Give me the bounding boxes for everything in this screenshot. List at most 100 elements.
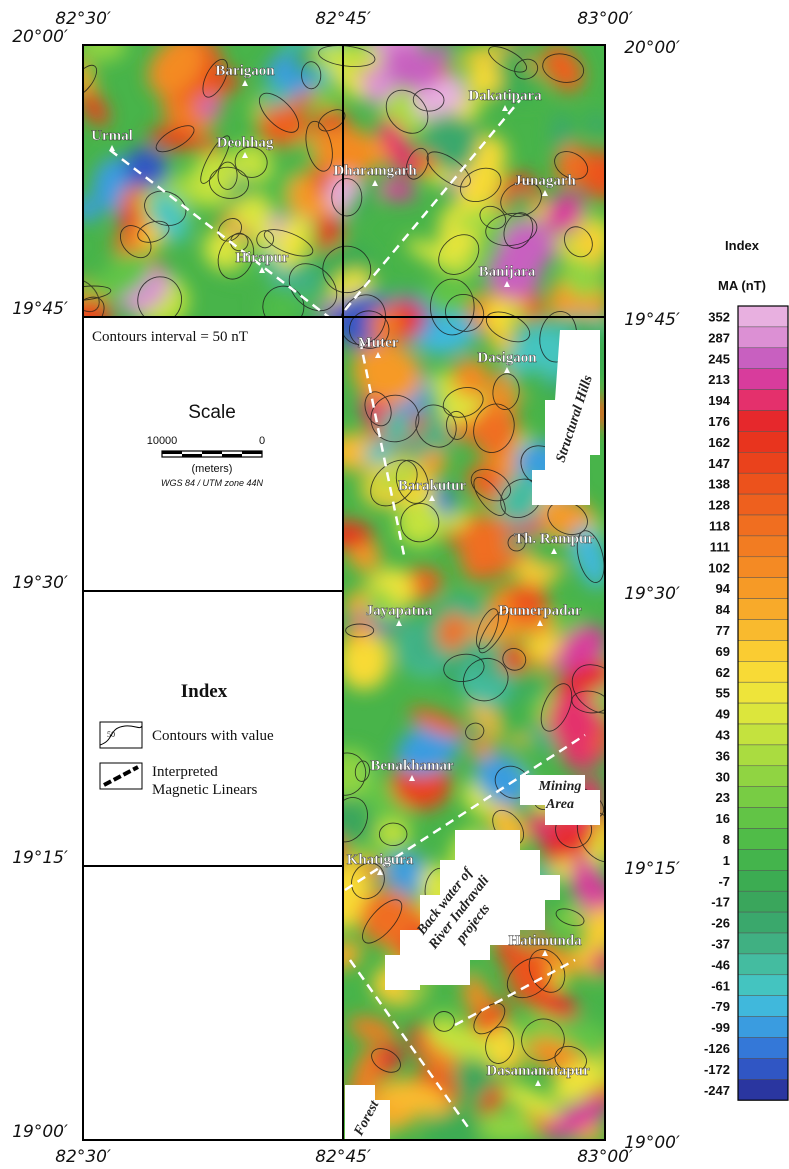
linear-symbol bbox=[100, 763, 142, 789]
colorbar-swatch bbox=[738, 640, 788, 661]
colorbar-label: 1 bbox=[723, 853, 730, 868]
colorbar-swatch bbox=[738, 912, 788, 933]
latitude-label: 19°15′ bbox=[12, 848, 68, 868]
colorbar-label: 23 bbox=[716, 790, 730, 805]
colorbar-label: -37 bbox=[711, 936, 730, 951]
latitude-label: 19°00′ bbox=[12, 1122, 68, 1142]
place-label: Dasigaon bbox=[477, 350, 537, 366]
colorbar-unit: MA (nT) bbox=[718, 278, 766, 293]
colorbar-swatch bbox=[738, 849, 788, 870]
latitude-label: 20°00′ bbox=[624, 38, 680, 58]
colorbar-label: 16 bbox=[716, 811, 730, 826]
colorbar-swatch bbox=[738, 829, 788, 850]
colorbar-title: Index bbox=[725, 238, 760, 253]
area-label: Mining bbox=[538, 779, 582, 794]
latitude-label: 19°30′ bbox=[624, 584, 680, 604]
colorbar-swatch bbox=[738, 515, 788, 536]
place-label: Hirapur bbox=[235, 250, 289, 266]
place-label: Muter bbox=[358, 335, 399, 351]
place-label: Junagarh bbox=[514, 173, 576, 189]
longitude-label: 82°30′ bbox=[55, 9, 111, 29]
colorbar-label: 128 bbox=[708, 498, 730, 513]
colorbar-swatch bbox=[738, 452, 788, 473]
symbol-value: 50 bbox=[107, 730, 115, 739]
colorbar-label: 176 bbox=[708, 414, 730, 429]
place-label: Urmal bbox=[91, 128, 133, 144]
colorbar-swatch bbox=[738, 682, 788, 703]
colorbar-label: 43 bbox=[716, 727, 730, 742]
place-label: Jayapatna bbox=[366, 603, 433, 619]
colorbar-swatch bbox=[738, 390, 788, 411]
index-linears: Interpreted bbox=[152, 764, 218, 780]
colorbar-label: 111 bbox=[710, 539, 730, 554]
colorbar-swatch bbox=[738, 494, 788, 515]
colorbar-swatch bbox=[738, 1079, 788, 1100]
colorbar-swatch bbox=[738, 703, 788, 724]
colorbar-swatch bbox=[738, 536, 788, 557]
colorbar-label: 213 bbox=[708, 372, 730, 387]
place-label: Banijara bbox=[479, 264, 536, 280]
colorbar-swatch bbox=[738, 1017, 788, 1038]
colorbar-label: -17 bbox=[711, 895, 730, 910]
scale-seg bbox=[222, 454, 242, 457]
latitude-label: 19°00′ bbox=[624, 1133, 680, 1153]
scale-seg bbox=[182, 454, 202, 457]
place-label: Barakutur bbox=[398, 478, 467, 494]
colorbar-label: 77 bbox=[716, 623, 730, 638]
colorbar-label: 138 bbox=[708, 477, 730, 492]
latitude-label: 19°45′ bbox=[624, 310, 680, 330]
colorbar-swatch bbox=[738, 954, 788, 975]
colorbar: 3522872452131941761621471381281181111029… bbox=[704, 306, 788, 1100]
place-label: Barigaon bbox=[215, 63, 275, 79]
colorbar-swatch bbox=[738, 808, 788, 829]
place-label: Hatimunda bbox=[508, 933, 582, 949]
scale-right: 0 bbox=[259, 435, 265, 447]
latitude-label: 19°15′ bbox=[624, 859, 680, 879]
colorbar-swatch bbox=[738, 327, 788, 348]
colorbar-label: -61 bbox=[711, 978, 730, 993]
colorbar-label: -172 bbox=[704, 1062, 730, 1077]
place-label: Khatigura bbox=[347, 852, 414, 868]
index-title: Index bbox=[181, 681, 228, 702]
contour-symbol: 50 bbox=[100, 722, 142, 748]
colorbar-swatch bbox=[738, 473, 788, 494]
colorbar-label: -7 bbox=[718, 874, 730, 889]
scale-seg bbox=[242, 451, 262, 454]
colorbar-swatch bbox=[738, 787, 788, 808]
colorbar-label: 94 bbox=[716, 581, 731, 596]
place-label: Dakatipara bbox=[468, 88, 542, 104]
colorbar-label: 194 bbox=[708, 393, 730, 408]
place-label: Deohhag bbox=[217, 135, 274, 151]
colorbar-swatch bbox=[738, 578, 788, 599]
place-label: Dharamgarh bbox=[333, 163, 417, 179]
colorbar-label: 69 bbox=[716, 644, 730, 659]
colorbar-swatch bbox=[738, 745, 788, 766]
colorbar-label: 62 bbox=[716, 665, 730, 680]
colorbar-swatch bbox=[738, 1038, 788, 1059]
colorbar-swatch bbox=[738, 933, 788, 954]
colorbar-label: 8 bbox=[723, 832, 730, 847]
place-label: Benakhamar bbox=[370, 758, 454, 774]
colorbar-label: 49 bbox=[716, 707, 730, 722]
index-linears: Magnetic Linears bbox=[152, 782, 258, 798]
colorbar-label: 55 bbox=[716, 686, 730, 701]
longitude-label: 83°00′ bbox=[577, 9, 633, 29]
colorbar-swatch bbox=[738, 661, 788, 682]
colorbar-swatch bbox=[738, 996, 788, 1017]
colorbar-label: 147 bbox=[708, 456, 730, 471]
place-label: Th. Rampur bbox=[514, 531, 594, 547]
colorbar-swatch bbox=[738, 620, 788, 641]
longitude-label: 82°45′ bbox=[315, 9, 371, 29]
colorbar-swatch bbox=[738, 891, 788, 912]
colorbar-label: -79 bbox=[711, 999, 730, 1014]
colorbar-swatch bbox=[738, 348, 788, 369]
latitude-label: 19°45′ bbox=[12, 299, 68, 319]
colorbar-swatch bbox=[738, 870, 788, 891]
colorbar-swatch bbox=[738, 557, 788, 578]
colorbar-label: 84 bbox=[716, 602, 731, 617]
scale-seg bbox=[202, 451, 222, 454]
colorbar-label: 287 bbox=[708, 330, 730, 345]
area-label: Area bbox=[545, 797, 574, 812]
colorbar-label: -247 bbox=[704, 1083, 730, 1098]
colorbar-label: 30 bbox=[716, 769, 730, 784]
